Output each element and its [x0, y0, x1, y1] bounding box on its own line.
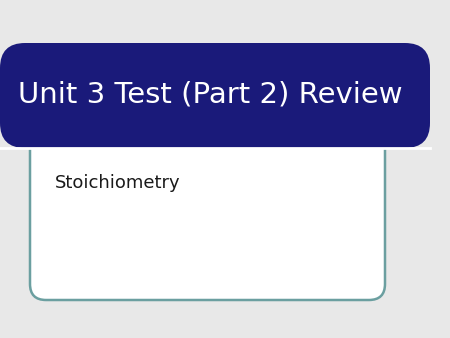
Text: Unit 3 Test (Part 2) Review: Unit 3 Test (Part 2) Review: [18, 81, 403, 109]
FancyBboxPatch shape: [30, 45, 385, 300]
Text: Stoichiometry: Stoichiometry: [55, 174, 180, 192]
FancyBboxPatch shape: [0, 43, 430, 148]
